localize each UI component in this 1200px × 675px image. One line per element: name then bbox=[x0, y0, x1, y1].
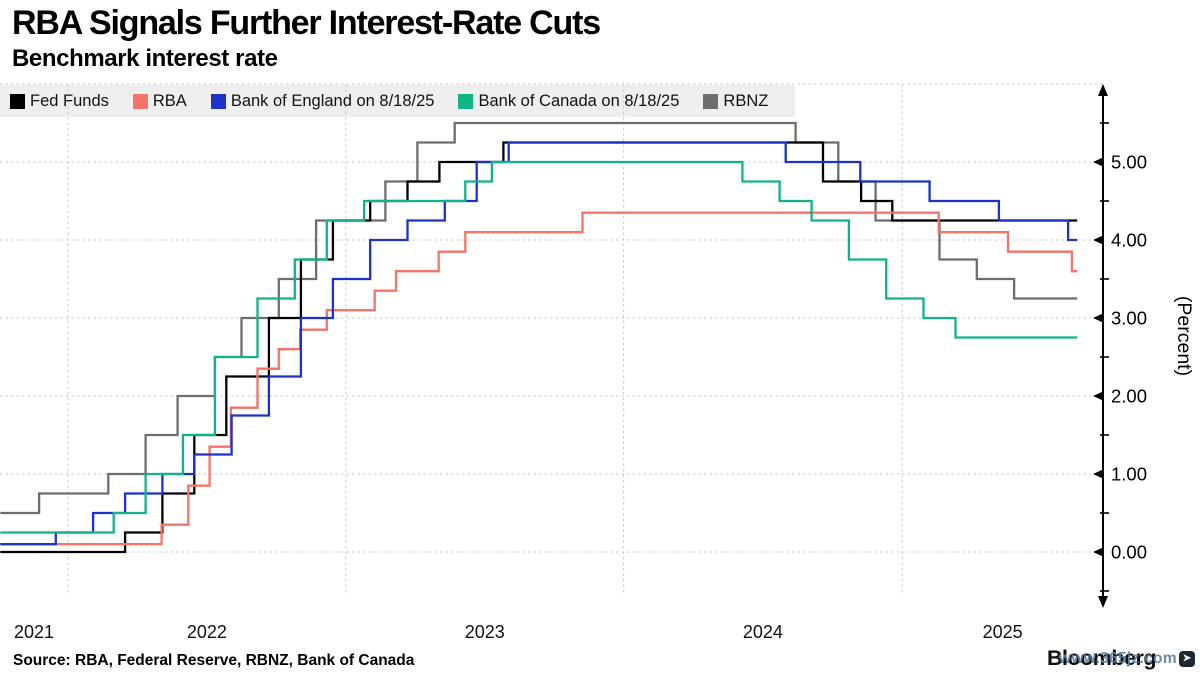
y-major-tick-icon bbox=[1093, 313, 1103, 323]
x-tick-label-2022: 2022 bbox=[187, 622, 227, 642]
watermark-text: www.365jz.com bbox=[1059, 650, 1177, 667]
legend-item-bank-of-england-on-8-18-25: Bank of England on 8/18/25 bbox=[210, 91, 435, 111]
x-tick-label-2023: 2023 bbox=[465, 622, 505, 642]
legend-label: RBA bbox=[152, 91, 187, 110]
legend-swatch-icon bbox=[10, 93, 25, 109]
series-line-bank-of-england-on-8-18-25 bbox=[0, 141, 1078, 546]
y-major-tick-icon bbox=[1093, 469, 1103, 479]
y-major-tick-icon bbox=[1093, 235, 1103, 245]
series-line-rba bbox=[0, 211, 1078, 546]
legend-item-bank-of-canada-on-8-18-25: Bank of Canada on 8/18/25 bbox=[458, 92, 679, 111]
legend-swatch-icon bbox=[132, 93, 148, 109]
y-tick-label: 1.00 bbox=[1111, 464, 1147, 485]
chart-title: RBA Signals Further Interest-Rate Cuts bbox=[12, 4, 601, 42]
y-tick-label: 5.00 bbox=[1111, 152, 1147, 173]
y-tick-label: 3.00 bbox=[1111, 308, 1147, 329]
y-tick-label: 0.00 bbox=[1111, 542, 1147, 563]
legend-item-fed-funds: Fed Funds bbox=[10, 92, 109, 111]
y-major-tick-icon bbox=[1093, 547, 1103, 557]
legend: Fed Funds RBA Bank of England on 8/18/25 Ba… bbox=[0, 85, 792, 117]
x-tick-label-2024: 2024 bbox=[743, 622, 783, 642]
bloomberg-logo: Bloomberg bbox=[1047, 646, 1156, 670]
series-line-bank-of-canada-on-8-18-25 bbox=[0, 160, 1078, 534]
legend-label: Bank of Canada on 8/18/25 bbox=[478, 91, 680, 110]
series-line-rbnz bbox=[0, 121, 1078, 515]
y-tick-label: 2.00 bbox=[1111, 386, 1147, 407]
legend-label: Fed Funds bbox=[30, 91, 109, 110]
y-tick-label: 4.00 bbox=[1111, 230, 1147, 251]
legend-background bbox=[0, 85, 795, 117]
legend-item-rba: RBA bbox=[132, 91, 187, 111]
x-tick-label-2025: 2025 bbox=[983, 622, 1023, 642]
y-axis-arrow-down-icon bbox=[1098, 596, 1108, 608]
legend-swatch-icon bbox=[703, 93, 719, 109]
y-axis-title: (Percent) bbox=[1173, 296, 1195, 376]
watermark-badge-icon: ➤ bbox=[1178, 651, 1195, 667]
chart-subtitle: Benchmark interest rate bbox=[12, 45, 278, 72]
y-major-tick-icon bbox=[1093, 157, 1103, 167]
y-axis-arrow-up-icon bbox=[1098, 84, 1108, 96]
legend-label: Bank of England on 8/18/25 bbox=[230, 91, 435, 110]
legend-item-rbnz: RBNZ bbox=[703, 92, 768, 111]
legend-swatch-icon bbox=[210, 93, 226, 109]
x-tick-label-2021: 2021 bbox=[14, 622, 54, 642]
series-line-fed-funds bbox=[0, 141, 1078, 554]
y-major-tick-icon bbox=[1093, 391, 1103, 401]
legend-swatch-icon bbox=[458, 93, 474, 109]
legend-label: RBNZ bbox=[723, 91, 769, 110]
source-note: Source: RBA, Federal Reserve, RBNZ, Bank… bbox=[13, 652, 415, 669]
watermark: www.365jz.com ➤ bbox=[1059, 650, 1195, 668]
